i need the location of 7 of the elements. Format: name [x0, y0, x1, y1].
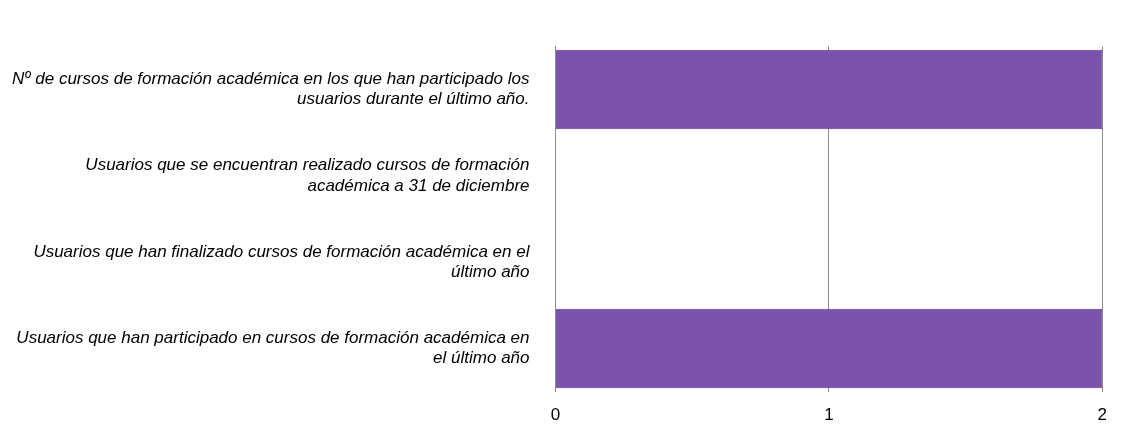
x-tick-label: 1: [824, 405, 834, 425]
y-tick-label: Usuarios que se encuentran realizado cursos de formación académica a 31 de diciembre: [85, 155, 530, 195]
y-tick-label: Nº de cursos de formación académica en los que han participado los usuarios durante el último año.: [12, 69, 530, 109]
x-tick-label: 2: [1097, 405, 1108, 425]
y-tick-label: Usuarios que han finalizado cursos de formación académica en el último año: [33, 241, 531, 282]
x-tick-label: 0: [550, 405, 561, 425]
y-tick-label: Usuarios que han participado en cursos de formación académica en el último año: [16, 327, 530, 368]
